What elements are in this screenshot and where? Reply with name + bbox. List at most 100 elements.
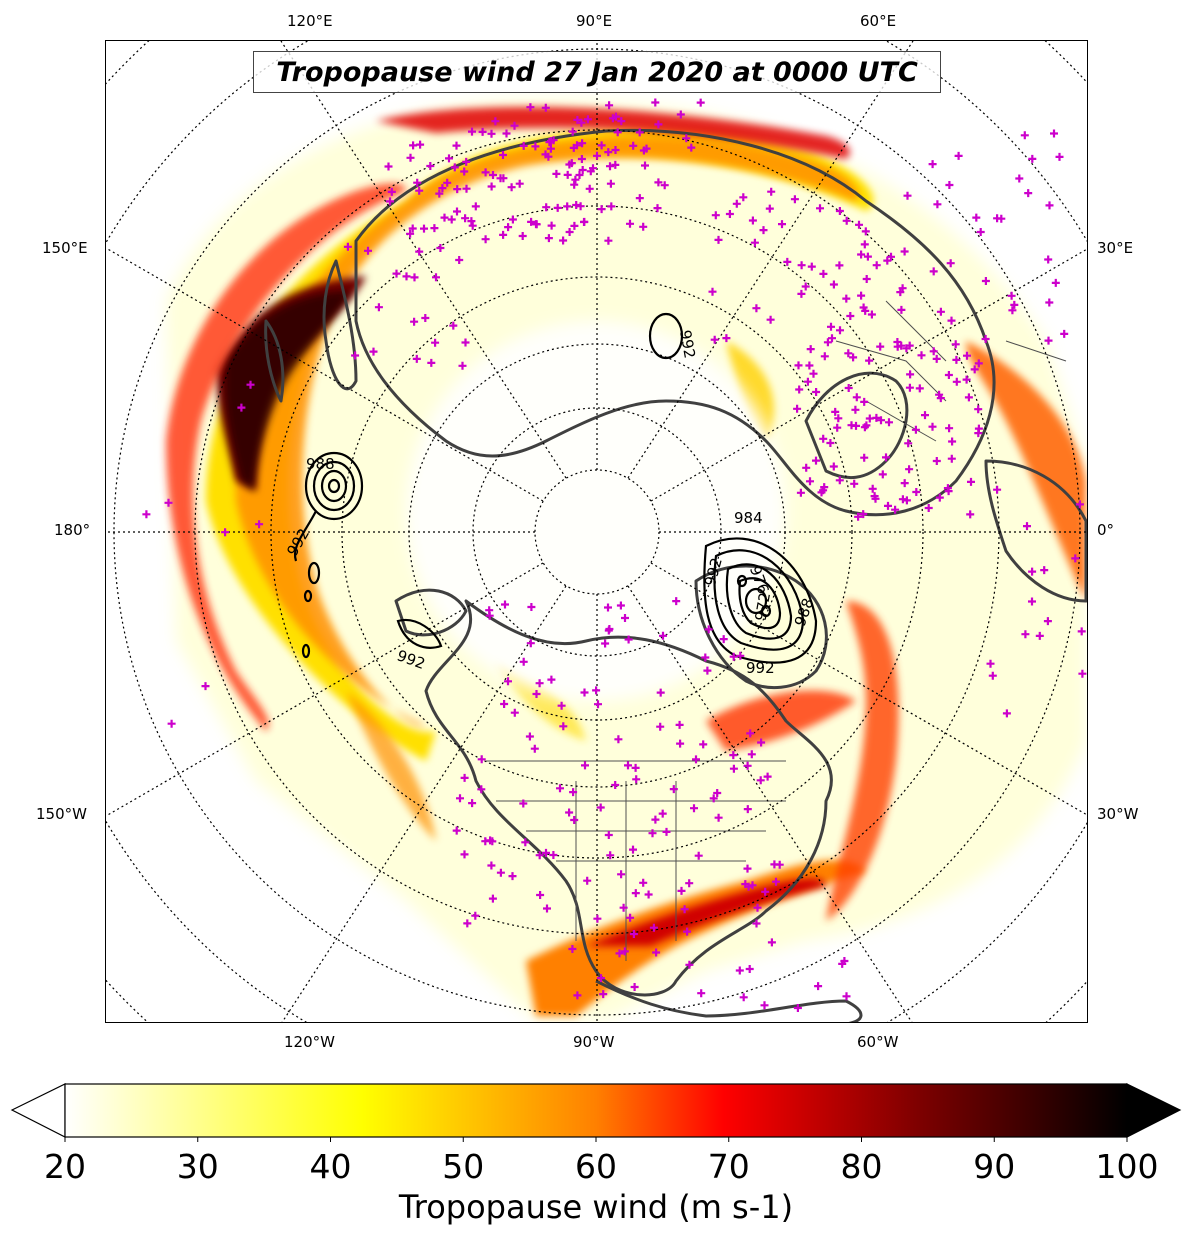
plus-marker-icon [847,421,856,430]
plus-marker-icon [793,1004,802,1012]
plus-marker-icon [532,690,541,698]
plus-marker-icon [452,826,461,835]
plus-marker-icon [932,457,941,465]
plus-marker-icon [641,161,649,170]
plus-marker-icon [629,930,638,938]
plus-marker-icon [855,220,863,229]
plus-marker-icon [805,361,814,370]
plus-marker-icon [565,228,574,236]
plus-marker-icon [499,151,507,159]
plus-marker-icon [903,191,912,200]
plus-marker-icon [491,117,500,126]
plus-marker-icon [583,115,592,124]
plus-marker-icon [544,234,553,243]
plus-marker-icon [364,246,372,255]
plus-marker-icon [685,879,694,888]
plus-marker-icon [836,326,844,335]
colorbar-label: Tropopause wind (m s-1) [398,1188,794,1226]
plus-marker-icon [553,203,562,212]
plus-marker-icon [719,635,728,644]
plus-marker-icon [565,808,574,817]
plus-marker-icon [570,180,579,189]
plus-marker-icon [374,303,383,312]
plus-marker-icon [532,220,541,229]
plus-marker-icon [406,153,415,162]
plus-marker-icon [569,788,578,797]
plus-marker-icon [630,983,639,991]
plus-marker-icon [568,127,577,136]
plus-marker-icon [739,993,748,1002]
plus-marker-icon [644,890,653,899]
plus-marker-icon [993,485,1002,494]
plus-marker-icon [626,219,634,228]
plus-marker-icon [549,136,558,145]
colorbar-tick-label: 30 [176,1147,219,1186]
plus-marker-icon [449,321,458,330]
plus-marker-icon [604,148,613,157]
plus-marker-icon [936,394,945,403]
plus-marker-icon [967,477,975,486]
plus-marker-icon [164,498,173,507]
plus-marker-icon [701,653,710,662]
plus-marker-icon [929,267,938,276]
plus-marker-icon [840,957,849,965]
plus-marker-icon [802,463,811,472]
plus-marker-icon [615,949,624,958]
plus-marker-icon [221,528,230,537]
plus-marker-icon [585,184,594,193]
plus-marker-icon [500,700,509,708]
plus-marker-icon [729,764,738,773]
plus-marker-icon [563,202,572,211]
plus-marker-icon [624,761,632,770]
plus-marker-icon [515,179,524,188]
plus-marker-icon [415,186,424,195]
plus-marker-icon [882,453,890,462]
lon-label-bottom-120w: 120°W [284,1033,335,1051]
plus-marker-icon [546,144,555,153]
plus-marker-icon [369,347,378,356]
plus-marker-icon [757,738,766,747]
plus-marker-icon [796,488,805,497]
plus-marker-icon [635,128,644,137]
plus-marker-icon [682,134,691,143]
plus-marker-icon [519,799,528,808]
plus-marker-icon [952,377,961,386]
plus-marker-icon [460,773,469,782]
plus-marker-icon [462,157,471,166]
lon-label-right-0: 0° [1097,521,1115,539]
plus-marker-icon [794,361,803,370]
plus-marker-icon [1028,154,1037,163]
plus-marker-icon [835,261,844,270]
plus-marker-icon [1044,336,1053,345]
plus-marker-icon [412,354,421,363]
plus-marker-icon [868,484,877,493]
plus-marker-icon [620,947,629,956]
plus-marker-icon [569,143,578,152]
plus-marker-icon [1071,554,1080,563]
plus-marker-icon [898,495,907,504]
plus-marker-icon [651,815,660,824]
colorbar-tick-label: 50 [442,1147,485,1186]
plus-marker-icon [659,631,667,640]
plus-marker-icon [489,171,497,179]
plus-marker-icon [897,305,906,314]
coastlines [264,128,1087,1022]
plus-marker-icon [862,275,871,283]
plus-marker-icon [402,272,411,281]
plus-marker-icon [478,127,487,136]
plus-marker-icon [732,199,741,208]
plus-marker-icon [829,280,838,289]
plus-marker-icon [743,761,752,770]
plus-marker-icon [586,167,595,176]
colorbar-tick-label: 40 [309,1147,352,1186]
plus-marker-icon [929,347,938,356]
plus-marker-icon [778,220,786,229]
plus-marker-icon [976,228,985,236]
plus-marker-icon [912,488,921,496]
plus-marker-icon [948,437,957,446]
plus-marker-icon [592,686,601,695]
plus-marker-icon [639,222,648,231]
plus-marker-icon [748,881,757,890]
plus-marker-icon [578,166,587,174]
plus-marker-icon [387,187,396,196]
